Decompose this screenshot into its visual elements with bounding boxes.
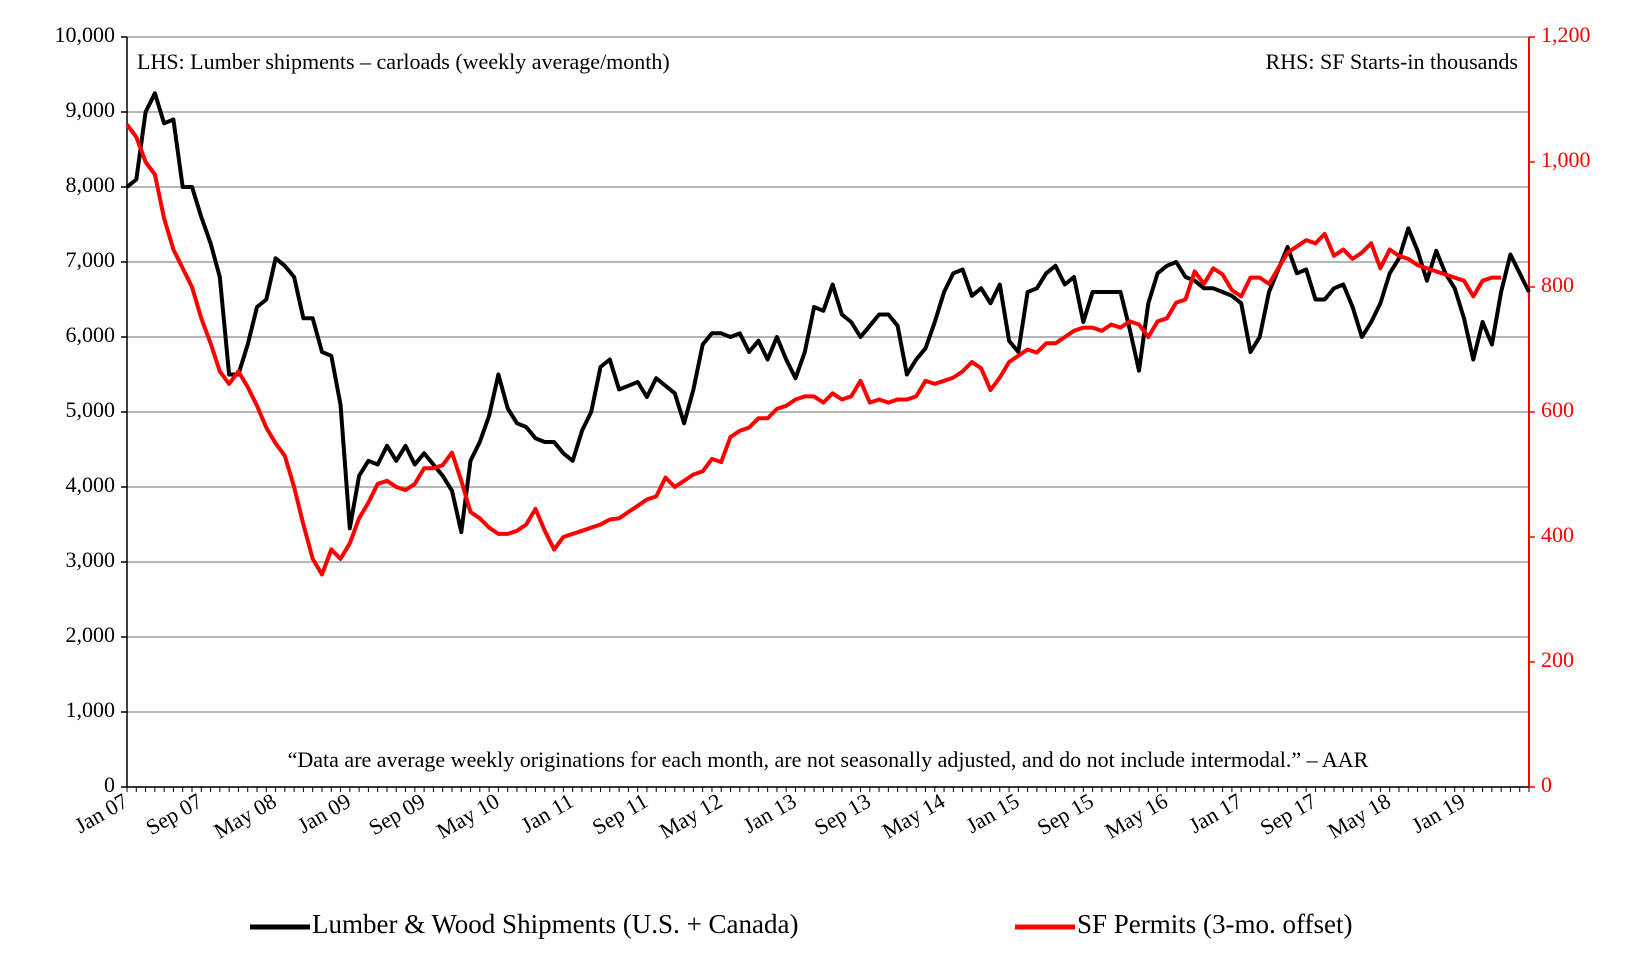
series-line	[125, 91, 1531, 534]
x-tick-label: May 14	[878, 788, 949, 844]
y-tick-label: 4,000	[66, 472, 116, 497]
y-tick-label: 2,000	[66, 622, 116, 647]
x-tick-label: Jan 09	[293, 788, 355, 838]
y-tick-label: 0	[104, 772, 115, 797]
y-tick-label: 10,000	[55, 22, 116, 47]
x-tick-label: Sep 17	[1256, 788, 1321, 840]
y2-tick-label: 400	[1541, 522, 1574, 547]
x-tick-label: May 10	[432, 788, 503, 844]
y-tick-label: 1,000	[66, 697, 116, 722]
y2-tick-label: 200	[1541, 647, 1574, 672]
x-tick-label: Jan 11	[517, 788, 578, 838]
y2-tick-label: 1,200	[1541, 22, 1591, 47]
y-tick-label: 7,000	[66, 247, 116, 272]
y-tick-label: 6,000	[66, 322, 116, 347]
x-tick-label: Jan 07	[70, 788, 132, 838]
x-tick-label: Sep 09	[364, 788, 429, 840]
right-axis-note: RHS: SF Starts-in thousands	[1266, 49, 1518, 74]
y-tick-label: 5,000	[66, 397, 116, 422]
y-tick-label: 8,000	[66, 172, 116, 197]
x-tick-label: Sep 11	[588, 788, 652, 839]
x-tick-label: May 18	[1324, 788, 1395, 844]
x-tick-label: Jan 13	[739, 788, 801, 838]
source-note: “Data are average weekly originations fo…	[288, 747, 1369, 772]
x-tick-label: Jan 15	[962, 788, 1024, 838]
x-tick-label: Sep 15	[1033, 788, 1098, 840]
left-axis-note: LHS: Lumber shipments – carloads (weekly…	[137, 49, 670, 74]
y-tick-label: 3,000	[66, 547, 116, 572]
x-tick-label: May 08	[209, 788, 280, 844]
x-tick-label: Jan 17	[1184, 788, 1246, 838]
series-line	[125, 123, 1502, 577]
y-tick-label: 9,000	[66, 97, 116, 122]
x-tick-label: Sep 07	[141, 788, 206, 840]
y2-tick-label: 600	[1541, 397, 1574, 422]
x-tick-label: Sep 13	[810, 788, 875, 840]
x-tick-label: May 12	[655, 788, 726, 844]
legend-label: SF Permits (3-mo. offset)	[1077, 909, 1353, 939]
x-tick-label: May 16	[1101, 788, 1172, 844]
y2-tick-label: 0	[1541, 772, 1552, 797]
y2-tick-label: 800	[1541, 272, 1574, 297]
legend-label: Lumber & Wood Shipments (U.S. + Canada)	[312, 909, 799, 939]
x-tick-label: Jan 19	[1407, 788, 1469, 838]
y2-tick-label: 1,000	[1541, 147, 1591, 172]
